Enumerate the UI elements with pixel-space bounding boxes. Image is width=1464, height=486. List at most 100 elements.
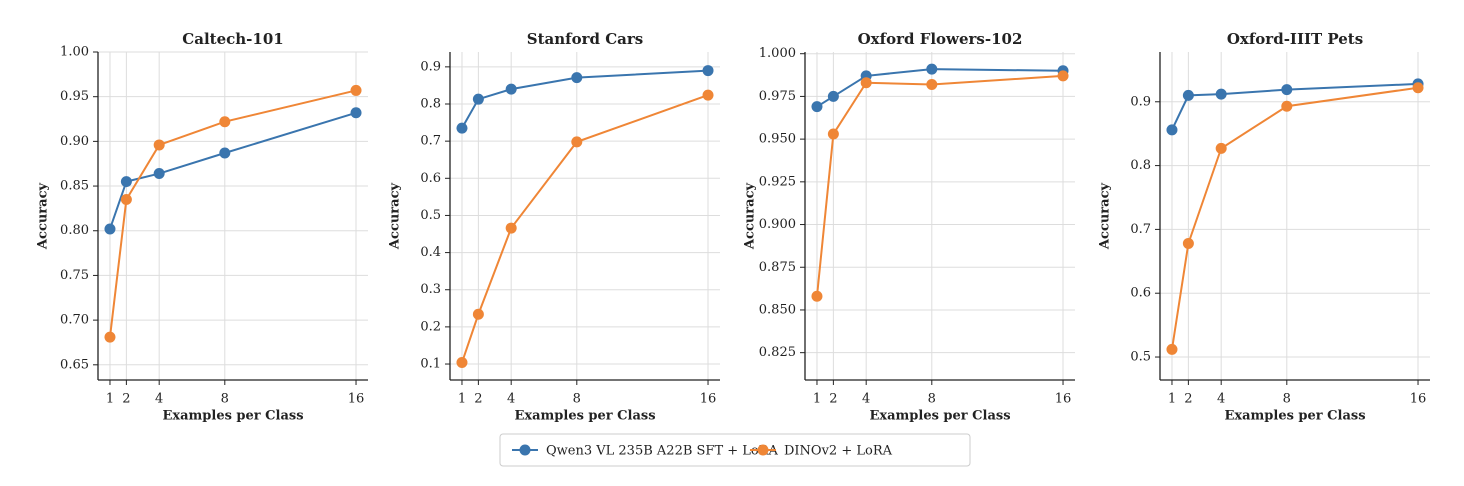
x-tick-label: 8	[221, 392, 229, 407]
y-tick-label: 0.6	[1130, 286, 1151, 301]
y-tick-label: 0.2	[420, 319, 441, 334]
y-tick-label: 0.3	[420, 282, 441, 297]
series-line	[1171, 82, 1419, 131]
point	[1182, 89, 1194, 101]
point	[1057, 70, 1069, 82]
point	[1281, 100, 1293, 112]
point	[860, 77, 872, 89]
y-tick-label: 1.00	[60, 45, 89, 60]
y-tick-label: 0.9	[1130, 94, 1151, 109]
y-tick-label: 0.7	[1130, 222, 1151, 237]
y-tick-label: 0.850	[759, 302, 796, 317]
point	[350, 107, 362, 119]
point	[120, 176, 132, 188]
y-tick-label: 0.7	[420, 134, 441, 149]
y-tick-label: 0.825	[759, 345, 796, 360]
x-axis-label: Examples per Class	[514, 409, 655, 424]
series-line	[461, 94, 709, 363]
x-tick-label: 16	[1410, 392, 1427, 407]
chart-title: Oxford Flowers-102	[858, 30, 1023, 48]
point	[1215, 88, 1227, 100]
point	[104, 223, 116, 235]
point	[456, 357, 468, 369]
x-tick-label: 16	[1055, 392, 1072, 407]
point	[1182, 237, 1194, 249]
point	[1166, 124, 1178, 136]
point	[350, 84, 362, 96]
x-tick-label: 1	[106, 392, 114, 407]
x-tick-label: 4	[862, 392, 870, 407]
series-line	[108, 89, 357, 338]
y-tick-label: 0.925	[759, 174, 796, 189]
point	[1166, 343, 1178, 355]
x-tick-label: 1	[813, 392, 821, 407]
x-axis-label: Examples per Class	[162, 409, 303, 424]
x-tick-label: 2	[474, 392, 482, 407]
y-tick-label: 0.80	[60, 223, 89, 238]
x-tick-label: 16	[348, 392, 365, 407]
y-tick-label: 0.5	[420, 208, 441, 223]
x-tick-label: 2	[829, 392, 837, 407]
y-axis-label: Accuracy	[743, 183, 758, 251]
x-axis-label: Examples per Class	[1224, 409, 1365, 424]
point	[1215, 142, 1227, 154]
x-tick-label: 16	[700, 392, 717, 407]
y-tick-label: 0.8	[420, 97, 441, 112]
point	[472, 93, 484, 105]
x-tick-label: 8	[573, 392, 581, 407]
point	[153, 139, 165, 151]
point	[811, 101, 823, 113]
series-line	[109, 111, 357, 230]
y-tick-label: 0.70	[60, 313, 89, 328]
x-tick-label: 4	[155, 392, 163, 407]
legend-label: Qwen3 VL 235B A22B SFT + LoRA	[546, 444, 779, 459]
legend-marker	[757, 444, 769, 456]
y-tick-label: 0.9	[420, 59, 441, 74]
chart-title: Caltech-101	[182, 30, 283, 48]
y-tick-label: 0.6	[420, 171, 441, 186]
y-tick-label: 0.90	[60, 134, 89, 149]
y-tick-label: 0.900	[759, 217, 796, 232]
legend-marker	[519, 444, 531, 456]
y-tick-label: 0.95	[60, 89, 89, 104]
x-tick-label: 1	[1168, 392, 1176, 407]
y-tick-label: 0.65	[60, 357, 89, 372]
point	[827, 128, 839, 140]
point	[219, 116, 231, 128]
y-tick-label: 0.4	[420, 245, 441, 260]
y-tick-label: 0.875	[759, 260, 796, 275]
series-line	[815, 74, 1064, 297]
point	[1281, 84, 1293, 96]
point	[811, 290, 823, 302]
y-tick-label: 0.85	[60, 179, 89, 194]
point	[571, 136, 583, 148]
chart-title: Oxford-IIIT Pets	[1227, 30, 1363, 48]
point	[827, 90, 839, 102]
point	[926, 78, 938, 90]
y-axis-label: Accuracy	[1098, 183, 1113, 251]
point	[505, 222, 517, 234]
point	[472, 308, 484, 320]
series-line	[461, 69, 709, 129]
y-tick-label: 0.1	[420, 357, 441, 372]
x-tick-label: 2	[1184, 392, 1192, 407]
series-line	[1170, 86, 1419, 350]
point	[104, 331, 116, 343]
point	[505, 83, 517, 95]
legend-label: DINOv2 + LoRA	[784, 444, 893, 459]
x-tick-label: 2	[122, 392, 130, 407]
point	[1412, 82, 1424, 94]
y-tick-label: 0.950	[759, 132, 796, 147]
y-tick-label: 0.75	[60, 268, 89, 283]
legend-box	[499, 433, 971, 467]
y-tick-label: 0.5	[1130, 350, 1151, 365]
y-tick-label: 0.975	[759, 89, 796, 104]
point	[702, 89, 714, 101]
point	[456, 122, 468, 134]
x-tick-label: 8	[1283, 392, 1291, 407]
x-tick-label: 8	[928, 392, 936, 407]
point	[219, 147, 231, 159]
x-tick-label: 4	[1217, 392, 1225, 407]
x-tick-label: 4	[507, 392, 515, 407]
